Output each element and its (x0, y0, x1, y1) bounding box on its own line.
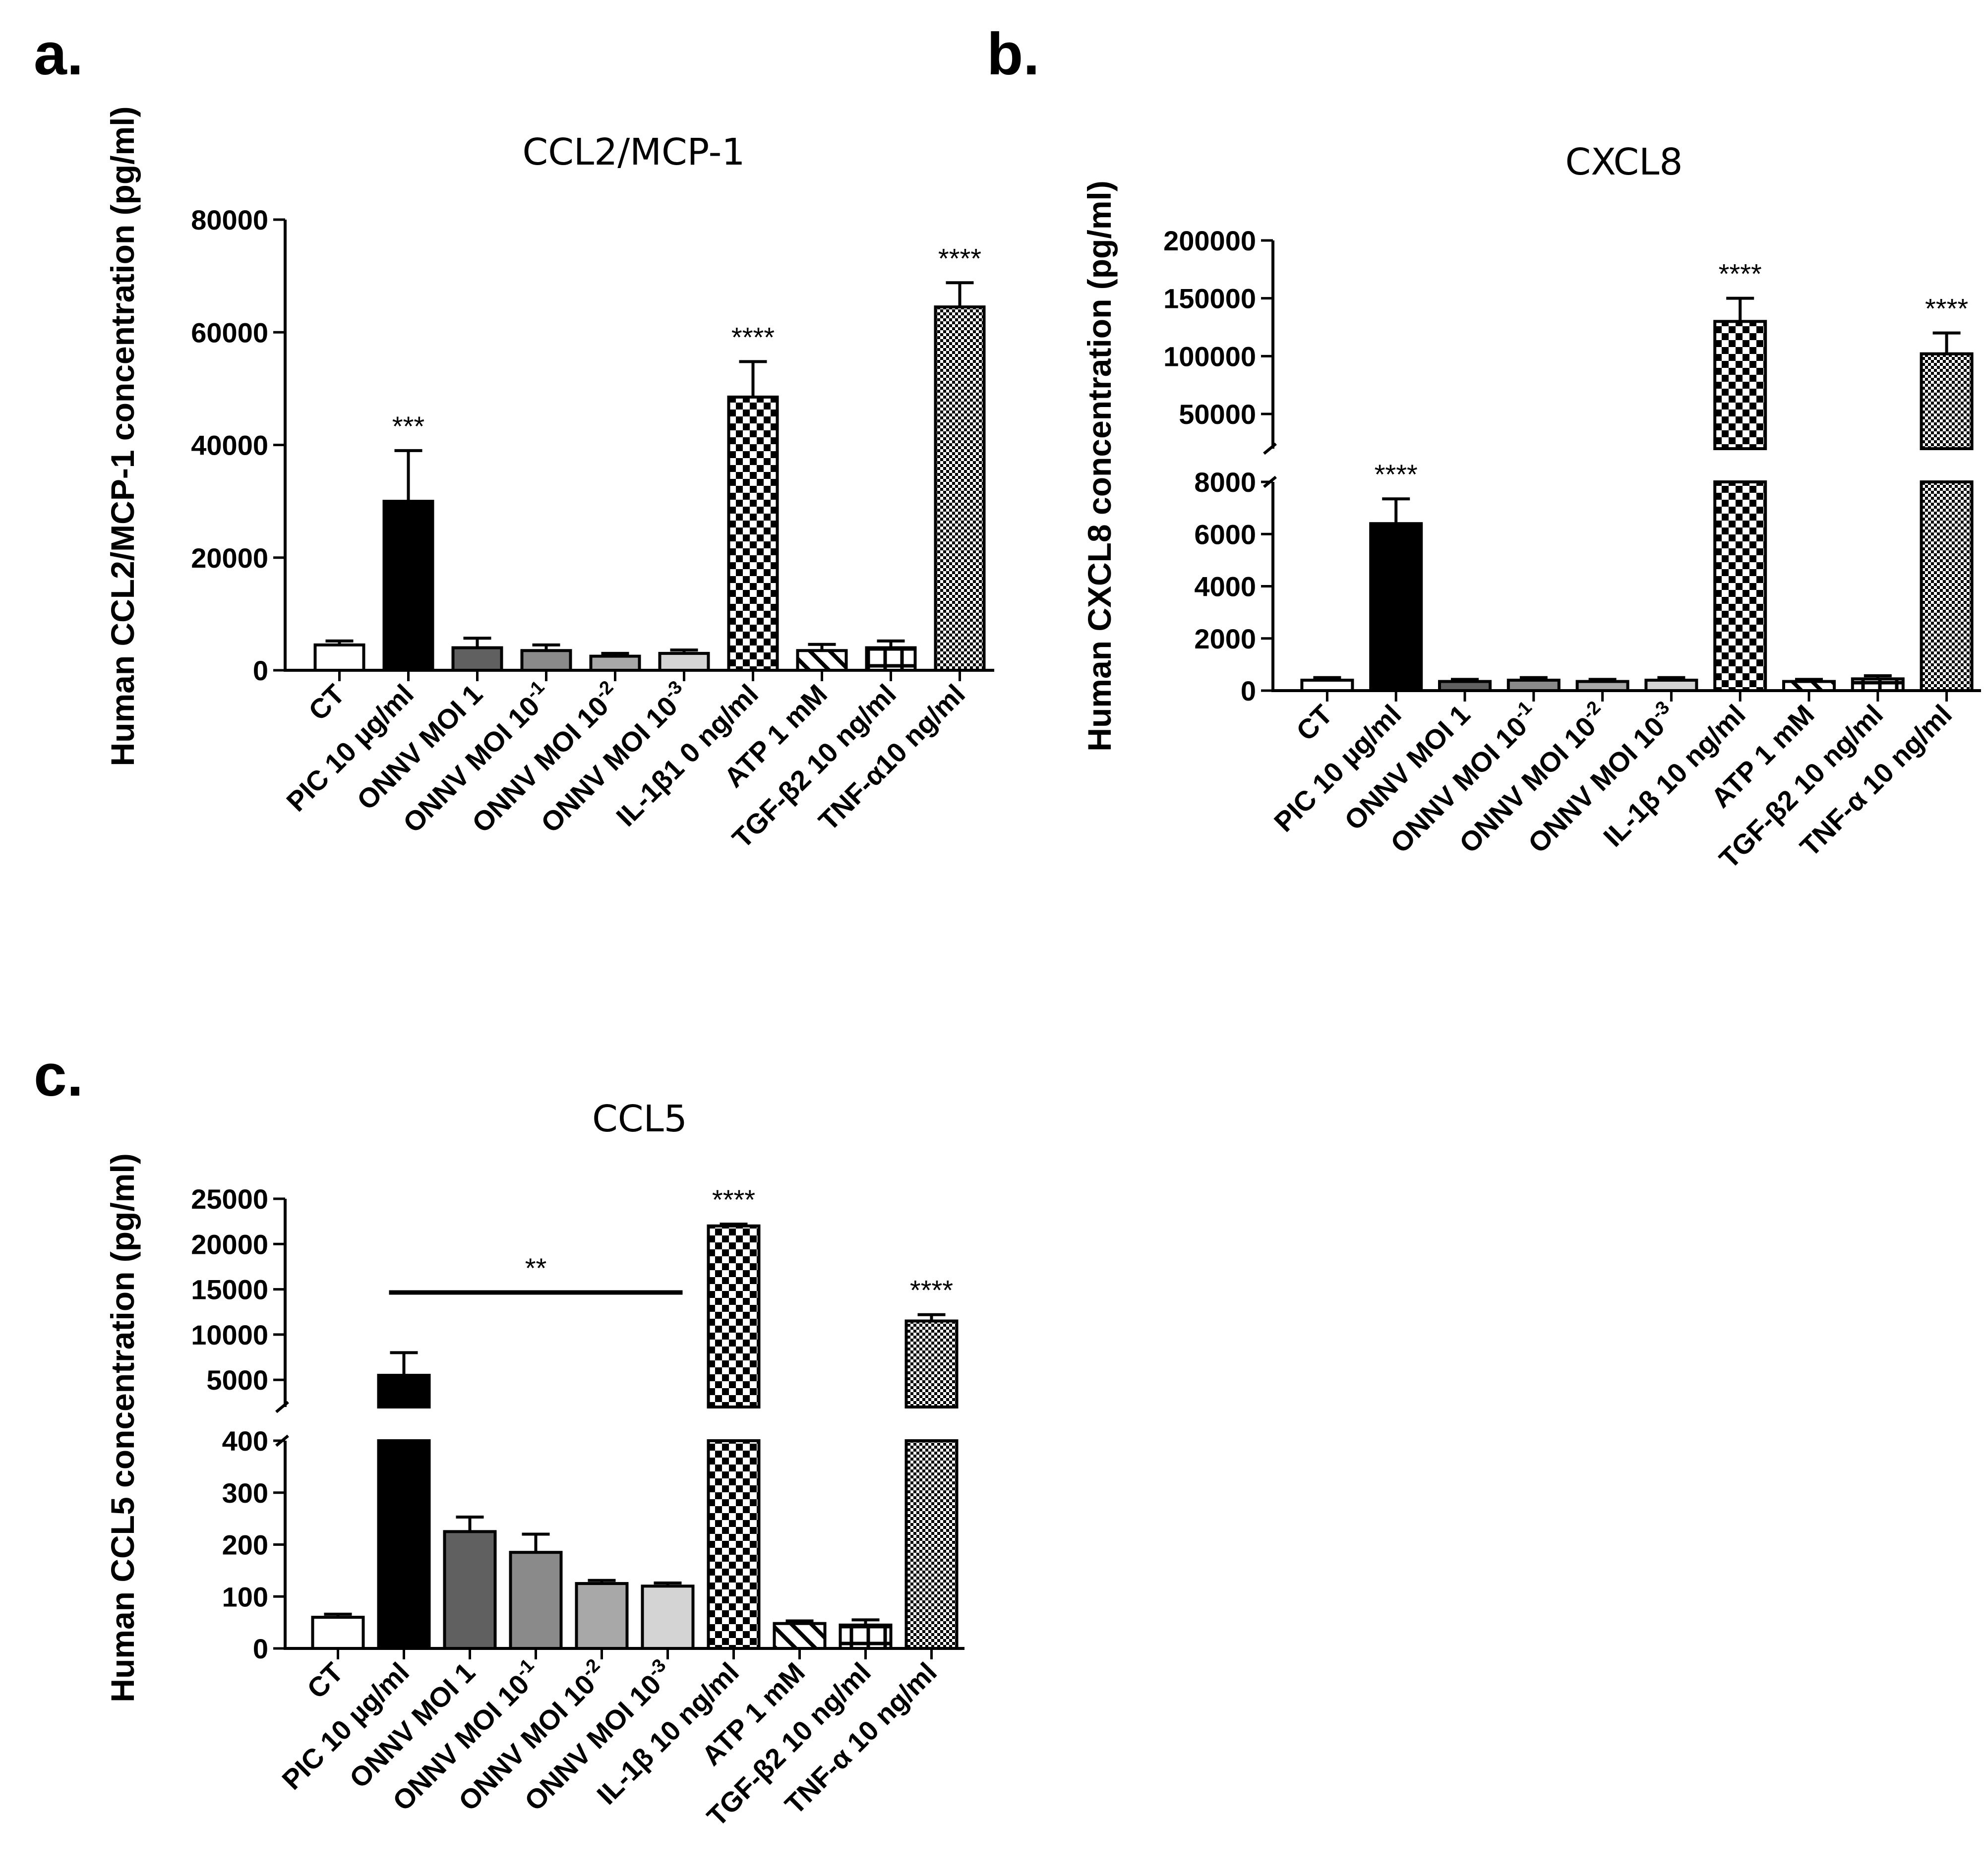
panel-c-bar (707, 1224, 761, 1409)
panel-a-bar (313, 643, 365, 672)
panel-a-y-tick-label: 80000 (191, 204, 268, 235)
panel-c-y-tick-label: 0 (253, 1633, 268, 1664)
panel-a: a. CCL2/MCP-1 Human CCL2/MCP-1 concentra… (34, 21, 994, 854)
panel-b-y-tick-label: 4000 (1194, 571, 1256, 602)
panel-c: c. CCL5 Human CCL5 concentration (pg/ml)… (34, 1042, 964, 1832)
panel-c-bar (839, 1623, 893, 1650)
panel-b-bar (1644, 678, 1698, 692)
panel-c-y-axis-label: Human CCL5 concentration (pg/ml) (104, 1153, 141, 1702)
panel-a-bar (727, 395, 779, 672)
panel-a-bar (796, 649, 848, 672)
panel-a-significance-label: **** (938, 242, 981, 274)
panel-c-bracket-label: ** (525, 1252, 547, 1284)
panel-a-title: CCL2/MCP-1 (523, 131, 745, 174)
panel-b-y-tick-label: 150000 (1163, 283, 1256, 314)
panel-b: b. CXCL8 Human CXCL8 concentration (pg/m… (987, 21, 1981, 875)
panel-b-plot-area: 0 2000 4000 6000 8000 50000 100000 150000 200000… (1163, 225, 1981, 875)
panel-c-bar (575, 1582, 629, 1650)
panel-b-y-tick-label: 200000 (1163, 225, 1256, 256)
panel-b-y-axis-label: Human CXCL8 concentration (pg/ml) (1081, 180, 1118, 751)
panel-a-bar (451, 646, 503, 672)
panel-c-bar (773, 1622, 827, 1650)
panel-b-axis-break-mark (1263, 442, 1277, 455)
panel-b-bar (1506, 678, 1561, 692)
panel-b-bar (1713, 480, 1767, 692)
panel-c-bar (509, 1551, 563, 1650)
panel-b-significance-label: **** (1375, 459, 1418, 490)
panel-b-significance-label: **** (1925, 293, 1968, 324)
panel-c-y-tick-label: 200 (222, 1529, 268, 1561)
panel-c-bar (377, 1439, 431, 1650)
panel-c-y-tick-label: 15000 (191, 1274, 268, 1305)
panel-a-y-axis-label: Human CCL2/MCP-1 concentration (pg/ml) (104, 106, 141, 766)
panel-b-bar (1300, 678, 1354, 692)
panel-c-title: CCL5 (592, 1098, 687, 1140)
panel-a-bar (865, 646, 917, 672)
panel-a-y-tick-label: 60000 (191, 317, 268, 348)
panel-a-bar (382, 500, 434, 672)
panel-a-label: a. (34, 21, 83, 87)
panel-a-bar (589, 654, 641, 672)
panel-b-bar (1920, 480, 1974, 692)
panel-c-bar (311, 1616, 365, 1650)
panel-c-y-tick-label: 5000 (206, 1364, 268, 1396)
panel-a-y-tick-label: 40000 (191, 430, 268, 461)
panel-c-bar (377, 1374, 431, 1408)
panel-b-bar (1369, 522, 1423, 692)
panel-a-y-tick-label: 20000 (191, 542, 268, 574)
panel-b-y-tick-label: 0 (1241, 675, 1256, 706)
panel-a-y-tick-label: 0 (253, 655, 268, 686)
panel-b-bar (1851, 677, 1905, 692)
panel-c-significance-label: **** (712, 1184, 755, 1215)
panel-a-bar (520, 649, 572, 672)
panel-b-significance-label: **** (1719, 258, 1762, 290)
panel-c-label: c. (34, 1042, 83, 1109)
panel-c-y-tick-label: 25000 (191, 1183, 268, 1215)
panel-b-bar (1920, 352, 1974, 451)
panel-c-y-tick-label: 10000 (191, 1319, 268, 1350)
panel-c-plot-area: 0100200300400500010000150002000025000CTP… (191, 1183, 964, 1832)
panel-b-y-tick-label: 2000 (1194, 623, 1256, 654)
panel-c-bar (707, 1439, 761, 1650)
panel-b-y-tick-label: 100000 (1163, 341, 1256, 372)
panel-a-x-tick-label: CT (302, 678, 351, 726)
panel-b-title: CXCL8 (1565, 141, 1683, 183)
panel-c-axis-break-mark (275, 1401, 289, 1413)
panel-b-bar (1713, 320, 1767, 450)
panel-b-y-tick-label: 8000 (1194, 467, 1256, 498)
panel-b-x-tick-label: CT (1290, 699, 1338, 747)
panel-c-y-tick-label: 100 (222, 1581, 268, 1612)
panel-a-bar (658, 651, 710, 672)
panel-b-label: b. (987, 21, 1040, 87)
panel-b-bar (1438, 680, 1492, 693)
panel-b-y-tick-label: 6000 (1194, 519, 1256, 550)
panel-c-bar (641, 1584, 695, 1650)
panel-c-y-tick-label: 20000 (191, 1229, 268, 1260)
panel-b-y-tick-label: 50000 (1179, 399, 1256, 430)
panel-a-significance-label: *** (392, 410, 424, 442)
panel-c-bar (904, 1439, 959, 1650)
panel-c-x-tick-label: CT (301, 1656, 349, 1704)
panel-a-bar (934, 305, 986, 672)
panel-c-y-tick-label: 300 (222, 1477, 268, 1509)
panel-c-y-tick-label: 400 (222, 1425, 268, 1457)
panel-c-significance-label: **** (910, 1275, 953, 1306)
panel-b-bar (1782, 680, 1836, 693)
panel-c-bar (904, 1319, 959, 1408)
panel-a-significance-label: **** (731, 321, 775, 352)
panel-c-bar (443, 1530, 497, 1650)
panel-b-bar (1575, 680, 1629, 693)
